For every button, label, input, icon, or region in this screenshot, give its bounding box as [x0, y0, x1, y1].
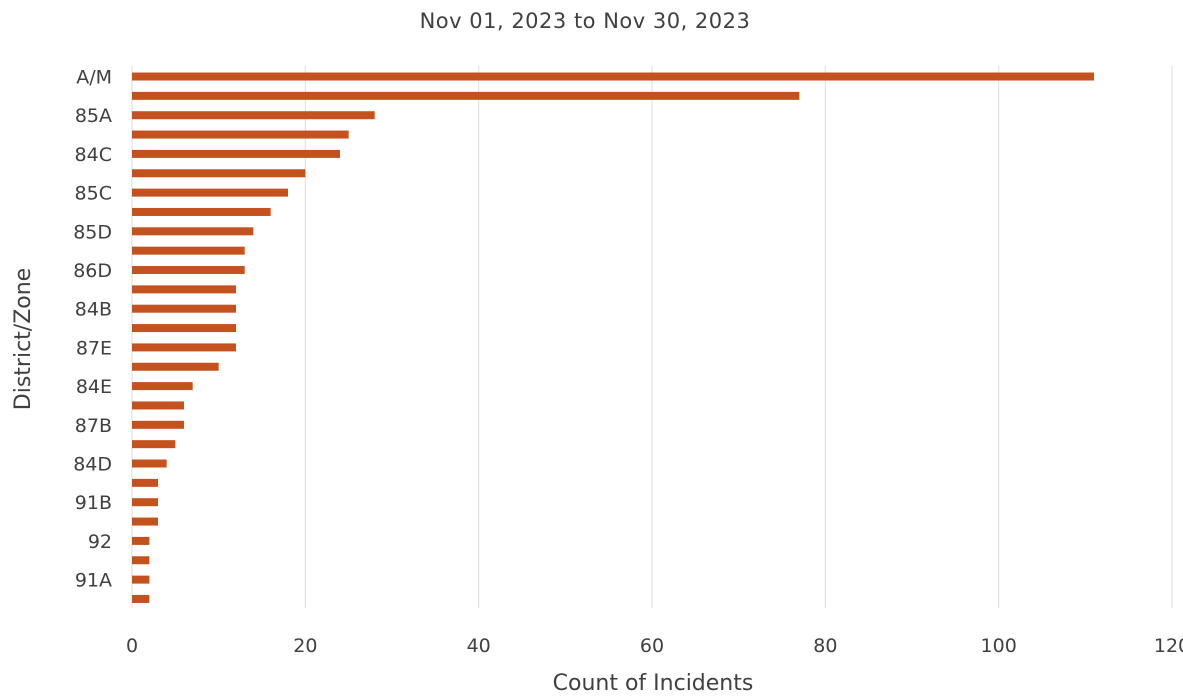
- bar: [132, 594, 150, 603]
- y-tick-label: 91B: [75, 492, 112, 514]
- bar: [132, 227, 254, 236]
- bar: [132, 459, 167, 468]
- bar: [132, 130, 349, 139]
- bar: [132, 498, 158, 507]
- bar: [132, 72, 1094, 81]
- x-tick-label: 20: [293, 635, 317, 657]
- grid-lines: [131, 66, 1173, 608]
- x-tick-labels: 0 20 40 60 80 100 120: [126, 635, 1183, 657]
- y-axis-title: District/Zone: [11, 268, 36, 410]
- x-tick-label: 60: [640, 635, 664, 657]
- x-tick-label: 120: [1154, 635, 1183, 657]
- y-tick-label: 86D: [73, 260, 112, 282]
- bar: [132, 362, 219, 371]
- x-tick-label: 0: [126, 635, 138, 657]
- bar: [132, 266, 245, 275]
- bar: [132, 401, 184, 410]
- y-tick-label: 91A: [75, 570, 112, 592]
- bar: [132, 478, 158, 487]
- x-tick-label: 40: [467, 635, 491, 657]
- x-axis-title: Count of Incidents: [553, 671, 754, 696]
- y-tick-label: 85A: [75, 105, 112, 127]
- bar: [132, 111, 375, 120]
- bar: [132, 246, 245, 255]
- bar: [132, 382, 193, 391]
- x-tick-label: 100: [981, 635, 1017, 657]
- y-tick-label: 87B: [75, 415, 112, 437]
- y-tick-label: 85C: [75, 183, 112, 205]
- bars: [132, 72, 1094, 603]
- bar: [132, 304, 236, 313]
- bar: [132, 556, 150, 565]
- chart-title: Nov 01, 2023 to Nov 30, 2023: [420, 9, 751, 33]
- bar: [132, 169, 306, 178]
- bar: [132, 91, 800, 100]
- bar: [132, 207, 271, 216]
- bar: [132, 149, 340, 158]
- y-tick-label: 85D: [73, 221, 112, 243]
- bar: [132, 285, 236, 294]
- bar: [132, 575, 150, 584]
- y-tick-label: 84C: [75, 144, 112, 166]
- y-tick-label: 84D: [73, 454, 112, 476]
- bar: [132, 517, 158, 526]
- x-tick-label: 80: [813, 635, 837, 657]
- y-tick-label: 84B: [75, 299, 112, 321]
- y-tick-label: 92: [88, 531, 112, 553]
- y-tick-label: 87E: [76, 337, 112, 359]
- bar: [132, 536, 150, 545]
- bar: [132, 324, 236, 333]
- bar: [132, 420, 184, 429]
- y-tick-label: 84E: [76, 376, 112, 398]
- bar: [132, 188, 288, 197]
- bar: [132, 440, 176, 449]
- y-tick-labels: A/M 85A 84C 85C 85D 86D 84B 87E 84E 87B 84D 91B 92 91…: [73, 67, 112, 592]
- bar: [132, 343, 236, 352]
- y-tick-label: A/M: [76, 67, 112, 89]
